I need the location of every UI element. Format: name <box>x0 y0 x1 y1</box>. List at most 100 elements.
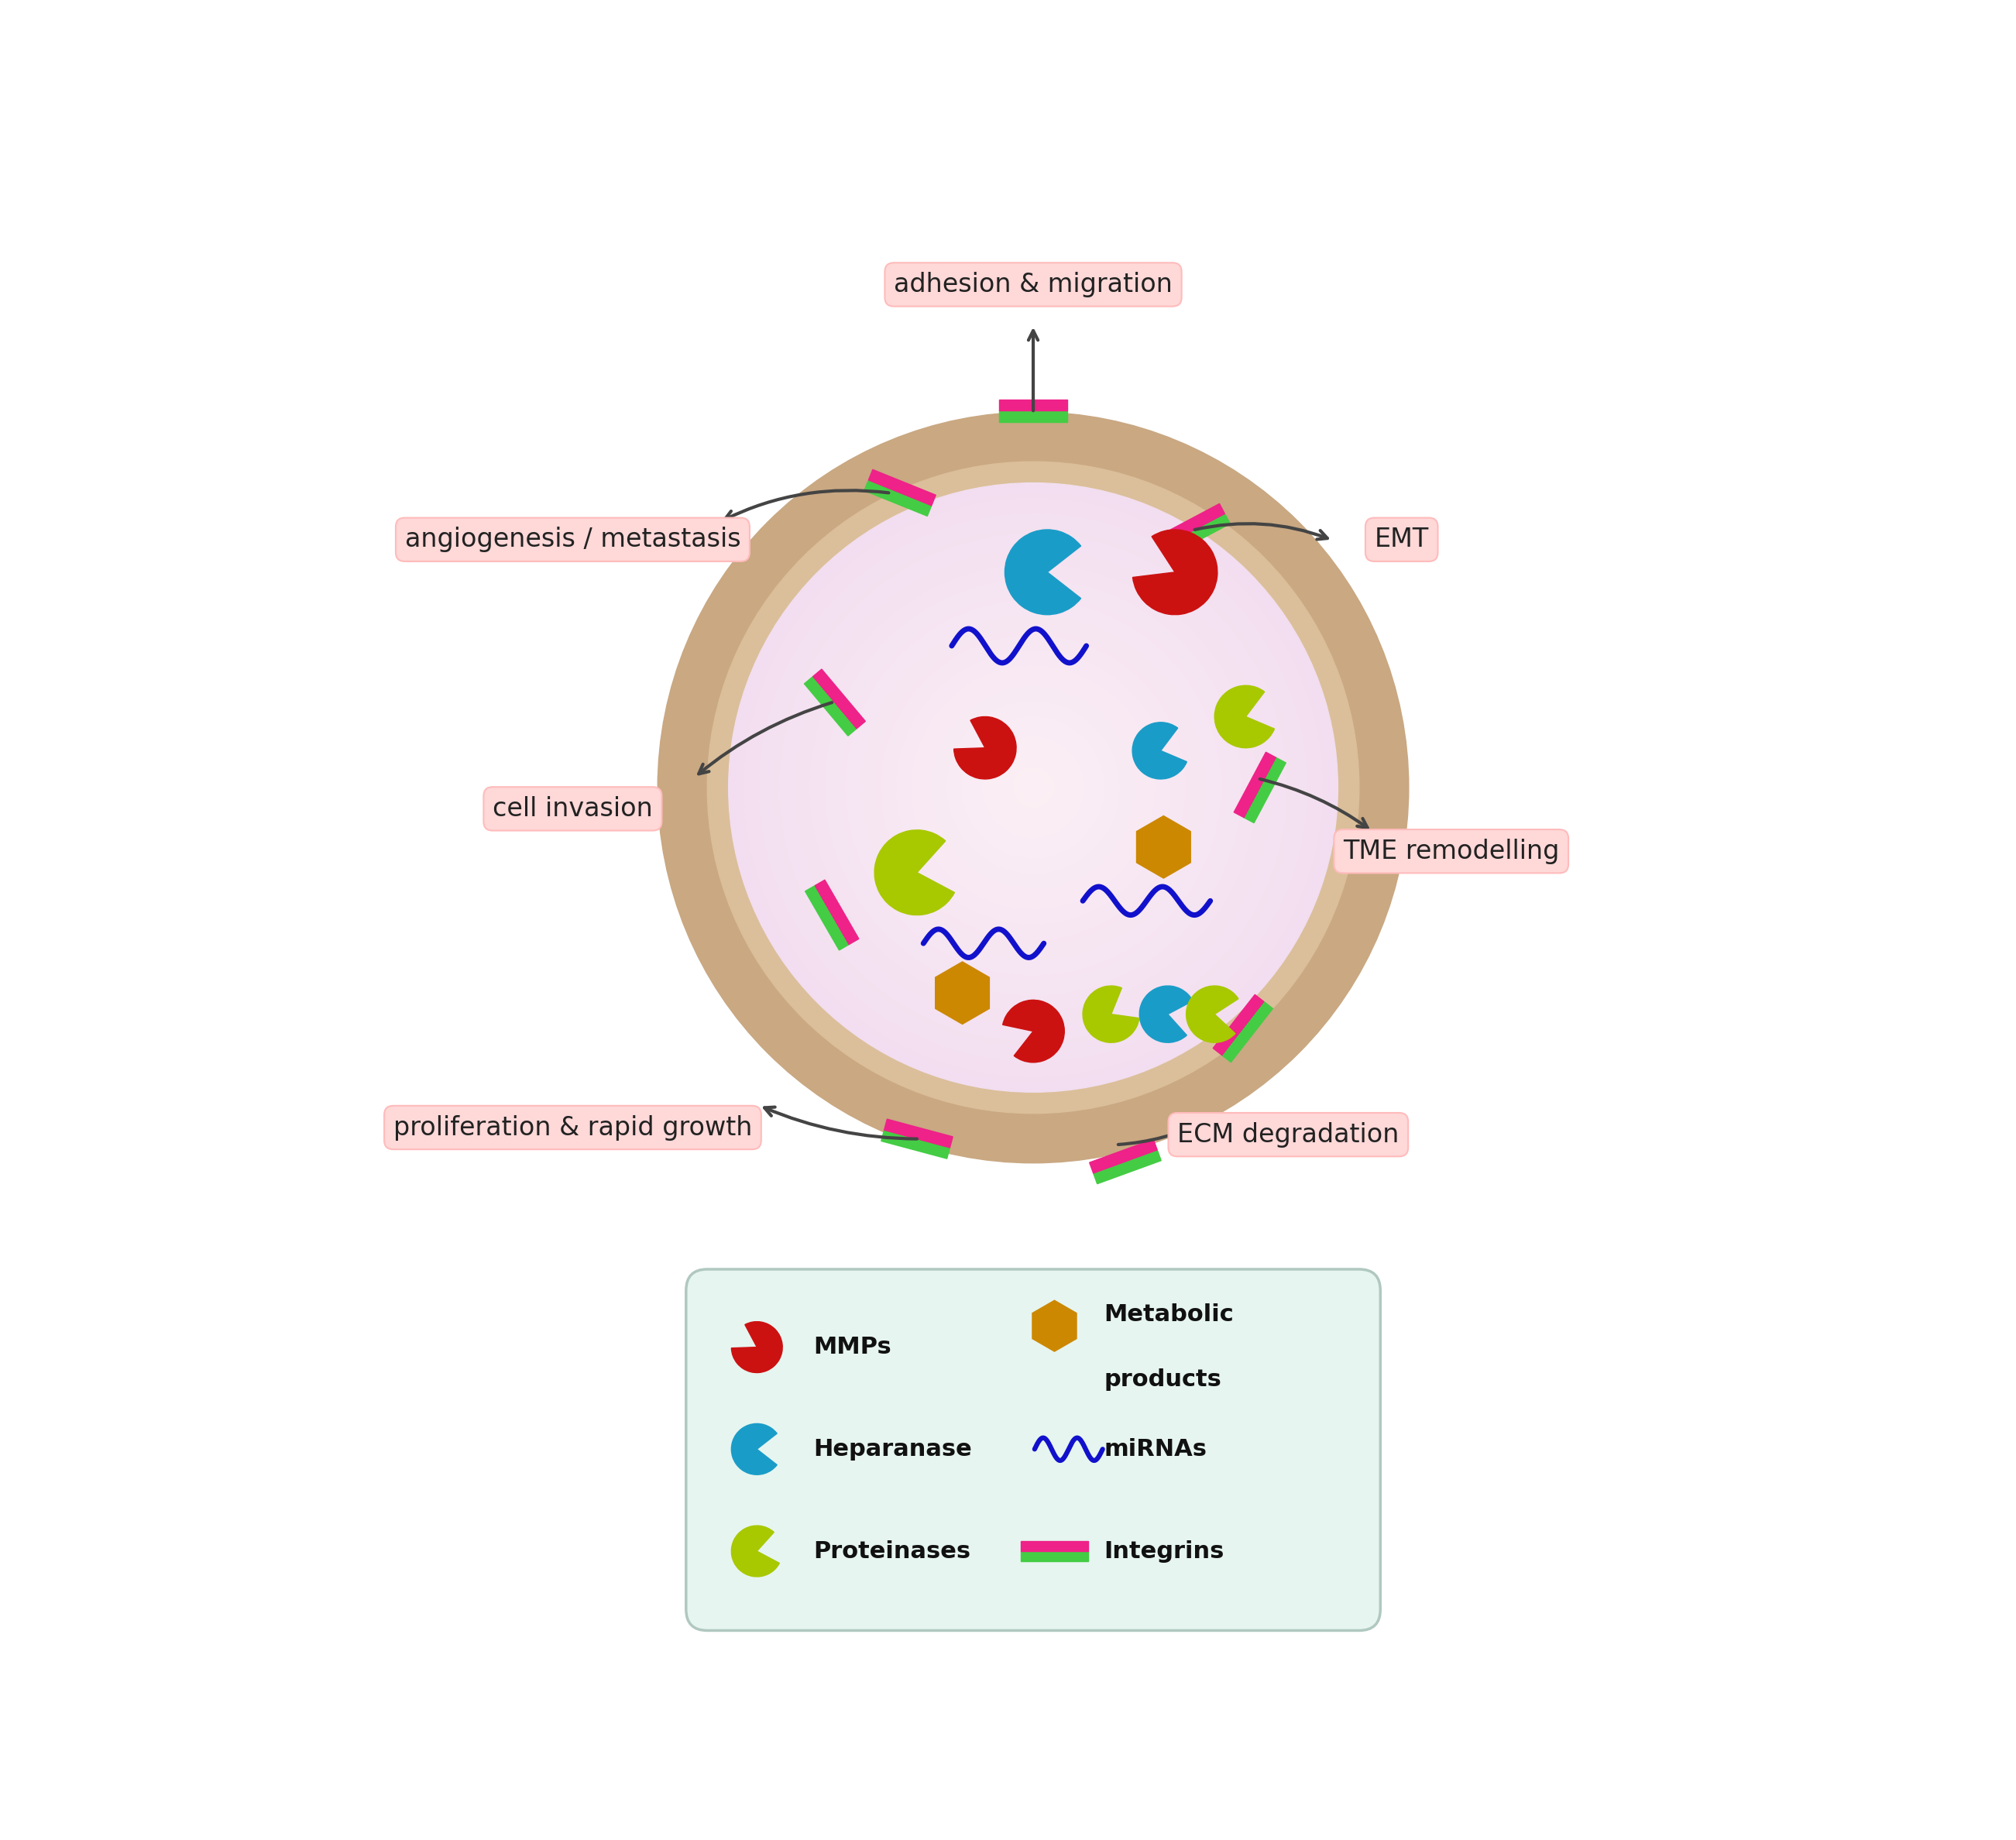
Wedge shape <box>1139 986 1193 1043</box>
Circle shape <box>881 635 1185 940</box>
Polygon shape <box>804 677 857 736</box>
Circle shape <box>758 513 1308 1062</box>
Circle shape <box>875 629 1191 946</box>
Circle shape <box>810 565 1256 1010</box>
Text: Proteinases: Proteinases <box>814 1540 972 1562</box>
Circle shape <box>958 712 1109 863</box>
Polygon shape <box>1214 995 1264 1054</box>
Circle shape <box>1022 776 1044 799</box>
Wedge shape <box>1133 723 1187 778</box>
Circle shape <box>764 519 1302 1056</box>
Text: products: products <box>1105 1369 1222 1391</box>
Circle shape <box>1008 762 1058 813</box>
Wedge shape <box>1214 686 1274 747</box>
Text: miRNAs: miRNAs <box>1105 1437 1208 1461</box>
Wedge shape <box>1083 986 1139 1043</box>
Wedge shape <box>954 718 1016 778</box>
Polygon shape <box>814 880 859 944</box>
Polygon shape <box>1089 1139 1157 1174</box>
Circle shape <box>972 727 1095 848</box>
Circle shape <box>968 721 1099 854</box>
Circle shape <box>982 736 1085 839</box>
Circle shape <box>780 534 1286 1041</box>
Polygon shape <box>935 962 990 1025</box>
Circle shape <box>931 686 1135 889</box>
Circle shape <box>784 539 1282 1036</box>
Circle shape <box>845 600 1222 975</box>
Polygon shape <box>869 469 935 506</box>
Circle shape <box>978 732 1089 843</box>
Polygon shape <box>1244 758 1286 822</box>
Text: MMPs: MMPs <box>814 1336 891 1358</box>
Circle shape <box>708 462 1359 1113</box>
Text: Heparanase: Heparanase <box>814 1437 972 1461</box>
Circle shape <box>831 585 1236 990</box>
Circle shape <box>917 672 1149 903</box>
Polygon shape <box>804 885 849 949</box>
Circle shape <box>988 742 1079 834</box>
Text: ECM degradation: ECM degradation <box>1177 1122 1399 1148</box>
Circle shape <box>770 524 1296 1051</box>
Circle shape <box>937 692 1129 883</box>
Circle shape <box>895 651 1171 924</box>
Circle shape <box>790 545 1276 1030</box>
Text: Metabolic: Metabolic <box>1105 1303 1234 1327</box>
Circle shape <box>885 640 1181 935</box>
Circle shape <box>921 675 1145 900</box>
Circle shape <box>1012 767 1054 808</box>
Circle shape <box>1018 773 1048 802</box>
Circle shape <box>728 482 1339 1093</box>
Circle shape <box>927 681 1139 894</box>
Circle shape <box>835 589 1232 986</box>
Polygon shape <box>812 670 865 729</box>
Circle shape <box>855 609 1212 966</box>
Polygon shape <box>1093 1150 1161 1183</box>
Circle shape <box>962 716 1105 859</box>
Polygon shape <box>1000 410 1066 421</box>
Circle shape <box>998 753 1068 822</box>
Circle shape <box>744 499 1322 1076</box>
Circle shape <box>865 620 1202 955</box>
Circle shape <box>774 528 1292 1047</box>
Circle shape <box>825 580 1242 995</box>
Wedge shape <box>732 1525 780 1577</box>
Circle shape <box>992 747 1075 828</box>
Circle shape <box>871 626 1195 949</box>
Circle shape <box>901 655 1165 920</box>
Polygon shape <box>1020 1542 1089 1551</box>
Circle shape <box>907 661 1159 914</box>
Polygon shape <box>1159 504 1226 546</box>
Polygon shape <box>1222 1001 1272 1062</box>
Polygon shape <box>1000 399 1066 410</box>
Circle shape <box>657 412 1409 1163</box>
Text: TME remodelling: TME remodelling <box>1343 839 1560 865</box>
Wedge shape <box>1004 530 1081 615</box>
Polygon shape <box>1234 753 1276 817</box>
Polygon shape <box>885 1119 954 1148</box>
Polygon shape <box>1020 1551 1089 1560</box>
Polygon shape <box>881 1130 950 1159</box>
Circle shape <box>1028 782 1038 793</box>
Circle shape <box>841 594 1226 981</box>
Circle shape <box>911 666 1155 909</box>
Wedge shape <box>732 1321 782 1373</box>
Polygon shape <box>1137 815 1191 878</box>
Circle shape <box>794 548 1272 1027</box>
Text: proliferation & rapid growth: proliferation & rapid growth <box>393 1115 752 1141</box>
Wedge shape <box>1185 986 1238 1043</box>
Text: Integrins: Integrins <box>1105 1540 1224 1562</box>
Text: angiogenesis / metastasis: angiogenesis / metastasis <box>405 526 740 552</box>
Circle shape <box>800 554 1266 1021</box>
Circle shape <box>821 574 1246 1001</box>
FancyBboxPatch shape <box>685 1270 1381 1630</box>
Wedge shape <box>732 1424 776 1474</box>
Circle shape <box>748 502 1318 1073</box>
Circle shape <box>948 701 1119 874</box>
Circle shape <box>814 569 1252 1006</box>
Circle shape <box>734 488 1333 1087</box>
Circle shape <box>804 559 1262 1016</box>
Text: cell invasion: cell invasion <box>492 797 653 821</box>
Circle shape <box>754 508 1312 1067</box>
Circle shape <box>1002 756 1064 819</box>
Circle shape <box>952 707 1115 868</box>
